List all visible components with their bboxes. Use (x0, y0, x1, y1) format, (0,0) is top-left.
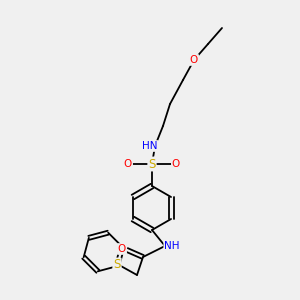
Text: HN: HN (142, 141, 158, 151)
Text: O: O (172, 159, 180, 169)
Text: S: S (113, 259, 121, 272)
Text: O: O (118, 244, 126, 254)
Text: O: O (190, 55, 198, 65)
Text: S: S (148, 158, 156, 170)
Text: O: O (124, 159, 132, 169)
Text: NH: NH (164, 241, 180, 251)
